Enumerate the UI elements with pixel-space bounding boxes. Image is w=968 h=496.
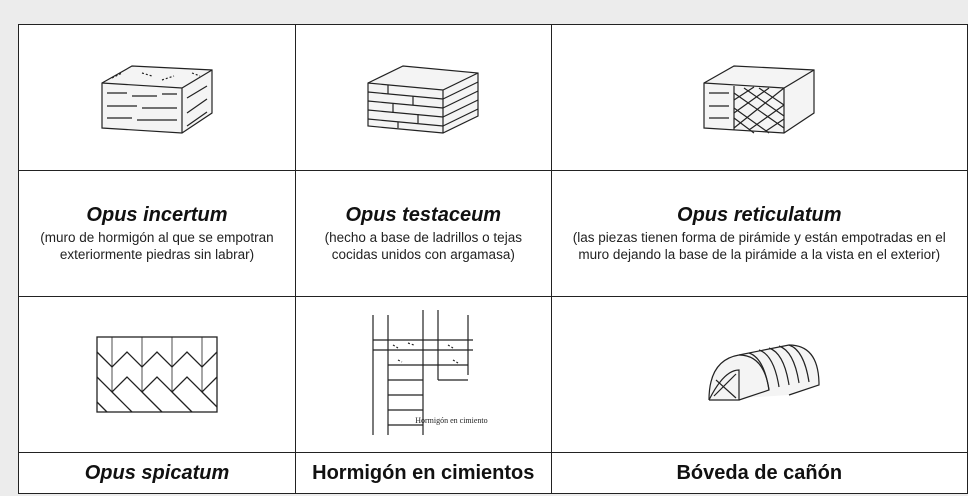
image-cell	[295, 24, 552, 171]
boveda-canon-sketch	[708, 343, 820, 401]
opus-reticulatum-sketch	[703, 64, 815, 134]
image-cell	[18, 24, 296, 171]
cell-description: (muro de hormigón al que se empotran ext…	[40, 230, 274, 262]
cell-description: (las piezas tienen forma de pirámide y e…	[572, 230, 946, 262]
cell-title: Bóveda de cañón	[676, 461, 843, 484]
cell-title: Opus testaceum	[345, 204, 502, 226]
text-cell: Opus testaceum (hecho a base de ladrillos…	[295, 170, 552, 297]
image-cell	[550, 296, 968, 453]
cell-title: Opus incertum	[86, 204, 228, 226]
illustration-caption: Hormigón en cimientos	[415, 416, 488, 425]
label-cell: Bóveda de cañón	[550, 452, 968, 494]
label-cell: Hormigón en cimientos	[295, 452, 552, 494]
text-cell: Opus reticulatum (las piezas tienen forma…	[550, 170, 968, 297]
text-cell: Opus incertum (muro de hormigón al que se…	[18, 170, 296, 297]
label-cell: Opus spicatum	[18, 452, 296, 494]
cell-title: Hormigón en cimientos	[312, 461, 535, 484]
image-cell	[18, 296, 296, 453]
opus-testaceum-sketch	[367, 64, 479, 134]
hormigon-cimientos-sketch: Hormigón en cimientos	[372, 309, 488, 435]
opus-incertum-sketch	[101, 64, 213, 134]
cell-title: Opus spicatum	[84, 461, 230, 484]
cell-description: (hecho a base de ladrillos o tejas cocid…	[324, 230, 522, 262]
image-cell: Hormigón en cimientos	[295, 296, 552, 453]
roman-construction-table: Opus incertum (muro de hormigón al que se…	[18, 24, 968, 494]
cell-title: Opus reticulatum	[677, 204, 842, 226]
opus-spicatum-sketch	[96, 336, 218, 413]
image-cell	[550, 24, 968, 171]
